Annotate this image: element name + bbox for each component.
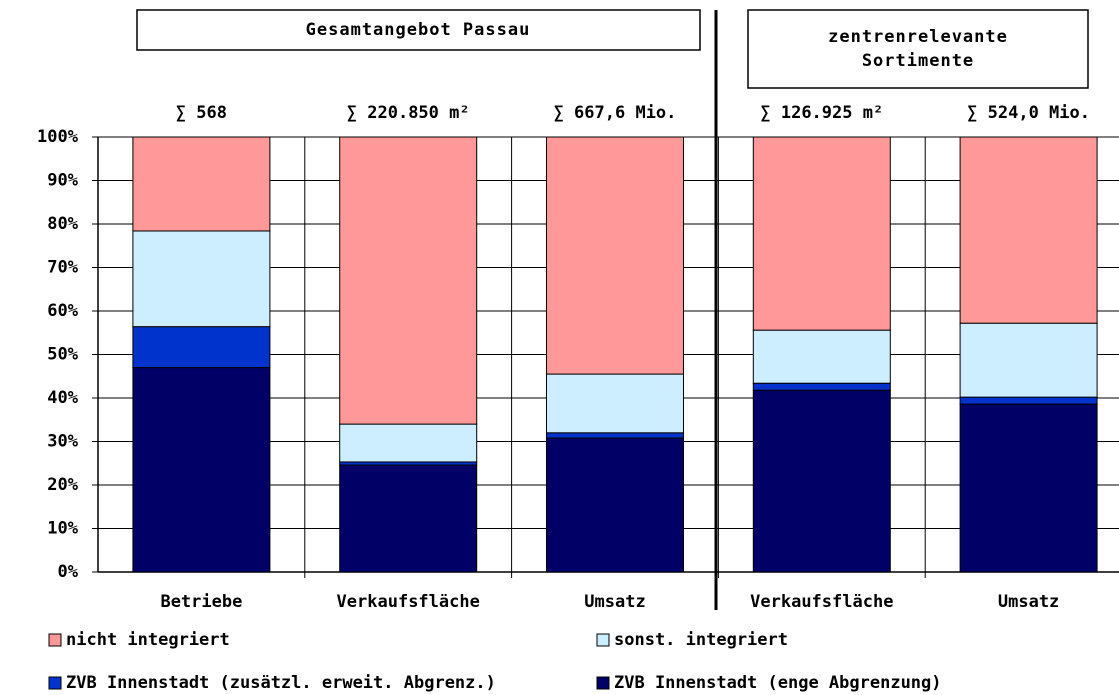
bar-segment <box>546 373 684 434</box>
bar-segment <box>132 230 271 328</box>
bar-segment <box>339 464 478 573</box>
legend-swatch <box>596 676 610 690</box>
bar-segment <box>752 136 891 331</box>
x-tick-label: Umsatz <box>584 592 645 612</box>
y-tick-label: 0% <box>58 562 79 582</box>
legend-label: nicht integriert <box>66 630 230 650</box>
group-label: Gesamtangebot Passau <box>306 20 531 40</box>
y-tick-label: 20% <box>47 475 78 495</box>
x-tick-label: Verkaufsfläche <box>337 592 480 612</box>
y-tick-label: 80% <box>47 214 78 234</box>
sum-label: ∑ 524,0 Mio. <box>967 103 1090 123</box>
y-tick-label: 40% <box>47 388 78 408</box>
legend-label: ZVB Innenstadt (zusätzl. erweit. Abgrenz… <box>66 673 496 693</box>
legend-label: sonst. integriert <box>614 630 788 650</box>
y-tick-label: 100% <box>37 127 79 147</box>
bar-segment <box>339 423 478 463</box>
sum-label: ∑ 220.850 m² <box>347 103 470 123</box>
bar-segment <box>132 326 271 369</box>
bar-segment <box>132 367 271 573</box>
sum-label: ∑ 126.925 m² <box>760 103 883 123</box>
group-label: Sortimente <box>862 51 974 71</box>
y-tick-label: 10% <box>47 519 78 539</box>
group-box <box>747 9 1089 89</box>
bar-segment <box>546 437 684 573</box>
legend-swatch <box>596 633 610 647</box>
x-tick-label: Umsatz <box>998 592 1059 612</box>
bar-segment <box>959 136 1098 324</box>
sum-label: ∑ 568 <box>176 103 227 123</box>
bar-segment <box>752 389 891 573</box>
bar-segment <box>752 329 891 384</box>
bar-segment <box>959 322 1098 398</box>
legend-swatch <box>48 633 62 647</box>
bar-segment <box>339 136 478 425</box>
y-tick-label: 50% <box>47 345 78 365</box>
group-box <box>136 9 701 51</box>
y-tick-label: 70% <box>47 258 78 278</box>
bar-segment <box>546 432 684 439</box>
y-tick-label: 30% <box>47 432 78 452</box>
bar-segment <box>959 403 1098 573</box>
bar-segment <box>132 136 271 232</box>
y-tick-label: 60% <box>47 301 78 321</box>
bar-segment <box>959 396 1098 405</box>
legend-swatch <box>48 676 62 690</box>
y-tick-label: 90% <box>47 171 78 191</box>
bar-segment <box>752 382 891 391</box>
sum-label: ∑ 667,6 Mio. <box>554 103 677 123</box>
x-tick-label: Betriebe <box>160 592 242 612</box>
group-label: zentrenrelevante <box>828 27 1008 47</box>
legend-label: ZVB Innenstadt (enge Abgrenzung) <box>614 673 942 693</box>
bar-segment <box>546 136 684 375</box>
x-tick-label: Verkaufsfläche <box>750 592 893 612</box>
